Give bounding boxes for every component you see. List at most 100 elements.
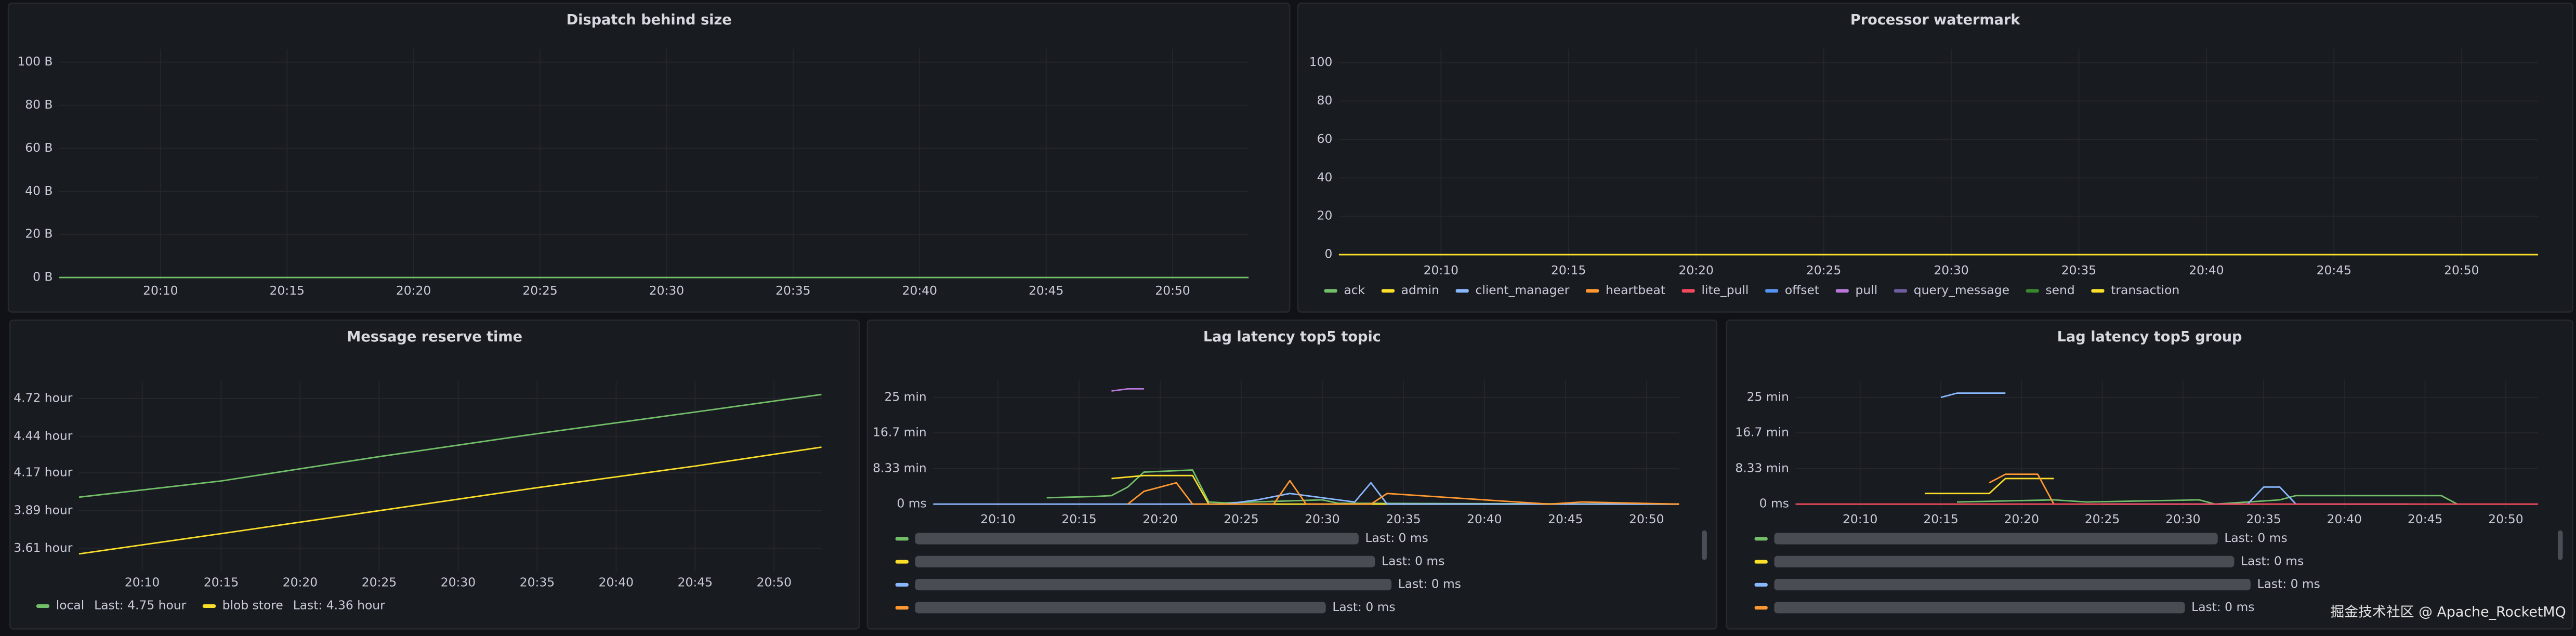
x-tick-label: 20:45 bbox=[1029, 283, 1063, 298]
legend-blurred-name bbox=[915, 602, 1326, 614]
x-tick-label: 20:15 bbox=[1061, 512, 1096, 526]
x-tick-label: 20:15 bbox=[1551, 263, 1586, 277]
legend-swatch bbox=[895, 582, 909, 587]
series-line bbox=[1989, 473, 2055, 505]
legend-value: Last: 4.75 hour bbox=[94, 598, 186, 613]
x-tick-label: 20:25 bbox=[1806, 263, 1841, 277]
panel-title: Lag latency top5 topic bbox=[1203, 329, 1381, 345]
x-tick-label: 20:50 bbox=[757, 575, 792, 589]
panel-title: Processor watermark bbox=[1850, 12, 2021, 28]
series-line bbox=[78, 393, 822, 498]
x-tick-label: 20:20 bbox=[396, 283, 431, 298]
x-tick-label: 20:10 bbox=[143, 283, 178, 298]
y-tick-label: 40 bbox=[1317, 170, 1333, 184]
x-tick-label: 20:30 bbox=[2165, 512, 2200, 526]
legend-scrollbar bbox=[2557, 530, 2563, 560]
y-tick-label: 100 B bbox=[17, 54, 52, 69]
x-tick-label: 20:35 bbox=[520, 575, 555, 589]
series-line bbox=[1924, 478, 2054, 495]
x-tick-label: 20:40 bbox=[599, 575, 634, 589]
y-tick-label: 4.72 hour bbox=[14, 390, 72, 405]
y-tick-label: 4.17 hour bbox=[14, 465, 72, 479]
legend-swatch bbox=[1754, 537, 1768, 541]
y-tick-label: 40 B bbox=[25, 183, 52, 198]
y-tick-label: 100 bbox=[1309, 55, 1333, 69]
x-tick-label: 20:15 bbox=[1923, 512, 1958, 526]
x-tick-label: 20:20 bbox=[1142, 512, 1177, 526]
legend-swatch bbox=[2026, 289, 2039, 293]
y-tick-label: 20 bbox=[1317, 208, 1333, 223]
y-tick-label: 4.44 hour bbox=[14, 428, 72, 443]
y-tick-label: 60 B bbox=[25, 140, 52, 155]
legend-blurred-name bbox=[1774, 533, 2218, 545]
y-tick-label: 0 ms bbox=[1759, 496, 1789, 511]
y-tick-label: 0 ms bbox=[897, 496, 926, 511]
x-tick-label: 20:40 bbox=[1467, 512, 1502, 526]
legend-swatch bbox=[1586, 289, 1599, 293]
x-tick-label: 20:40 bbox=[2189, 263, 2224, 277]
legend-swatch bbox=[2091, 289, 2105, 293]
x-tick-label: 20:25 bbox=[1224, 512, 1258, 526]
legend-value: Last: 0 ms bbox=[1365, 531, 1428, 545]
y-tick-label: 60 bbox=[1317, 131, 1333, 146]
y-tick-label: 25 min bbox=[1747, 389, 1789, 404]
x-tick-label: 20:50 bbox=[2444, 263, 2479, 277]
panel bbox=[9, 320, 860, 630]
panel-title: Lag latency top5 group bbox=[2057, 329, 2242, 345]
legend-value: Last: 4.36 hour bbox=[293, 598, 385, 613]
x-tick-label: 20:35 bbox=[2246, 512, 2281, 526]
x-tick-label: 20:15 bbox=[270, 283, 305, 298]
y-tick-label: 80 B bbox=[25, 97, 52, 112]
legend-label: blob store bbox=[222, 598, 283, 613]
legend-value: Last: 0 ms bbox=[2257, 577, 2320, 591]
y-tick-label: 8.33 min bbox=[873, 460, 927, 475]
legend-label: client_manager bbox=[1475, 283, 1569, 297]
x-tick-label: 20:25 bbox=[2085, 512, 2120, 526]
y-tick-label: 20 B bbox=[25, 227, 52, 241]
y-tick-label: 3.89 hour bbox=[14, 502, 72, 517]
series-line bbox=[1111, 474, 1679, 505]
legend-blurred-name bbox=[1774, 579, 2251, 591]
legend-label: query_message bbox=[1914, 283, 2009, 297]
legend-swatch bbox=[36, 604, 50, 608]
legend-swatch bbox=[1381, 289, 1395, 293]
legend-label: ack bbox=[1344, 283, 1365, 297]
legend-blurred-name bbox=[1774, 555, 2235, 567]
x-tick-label: 20:35 bbox=[1386, 512, 1421, 526]
x-tick-label: 20:35 bbox=[776, 283, 810, 298]
x-tick-label: 20:40 bbox=[2327, 512, 2362, 526]
legend-swatch bbox=[895, 560, 909, 564]
panel-title: Dispatch behind size bbox=[567, 12, 732, 28]
legend-label: heartbeat bbox=[1606, 283, 1665, 297]
legend-swatch bbox=[202, 604, 216, 608]
x-tick-label: 20:15 bbox=[204, 575, 239, 589]
legend-value: Last: 0 ms bbox=[2241, 553, 2304, 568]
legend-swatch bbox=[895, 537, 909, 541]
legend-value: Last: 0 ms bbox=[1332, 600, 1395, 614]
x-tick-label: 20:45 bbox=[2317, 263, 2351, 277]
y-tick-label: 0 bbox=[1324, 247, 1332, 261]
x-tick-label: 20:45 bbox=[1548, 512, 1583, 526]
legend-swatch bbox=[895, 606, 909, 610]
x-tick-label: 20:50 bbox=[2488, 512, 2523, 526]
x-tick-label: 20:45 bbox=[2408, 512, 2442, 526]
x-tick-label: 20:10 bbox=[1424, 263, 1458, 277]
legend-value: Last: 0 ms bbox=[2224, 531, 2287, 545]
y-tick-label: 25 min bbox=[884, 389, 926, 404]
x-tick-label: 20:45 bbox=[678, 575, 713, 589]
x-tick-label: 20:25 bbox=[522, 283, 557, 298]
x-tick-label: 20:30 bbox=[1305, 512, 1339, 526]
series-line bbox=[1111, 388, 1144, 392]
y-tick-label: 16.7 min bbox=[1735, 425, 1789, 440]
x-tick-label: 20:35 bbox=[2061, 263, 2096, 277]
legend-blurred-name bbox=[915, 555, 1375, 567]
legend-swatch bbox=[1455, 289, 1469, 293]
legend-label: pull bbox=[1856, 283, 1878, 297]
x-tick-label: 20:50 bbox=[1629, 512, 1664, 526]
legend-swatch bbox=[1754, 606, 1768, 610]
legend-label: offset bbox=[1785, 283, 1819, 297]
y-tick-label: 16.7 min bbox=[873, 425, 927, 440]
y-tick-label: 3.61 hour bbox=[14, 540, 72, 555]
x-tick-label: 20:30 bbox=[441, 575, 476, 589]
